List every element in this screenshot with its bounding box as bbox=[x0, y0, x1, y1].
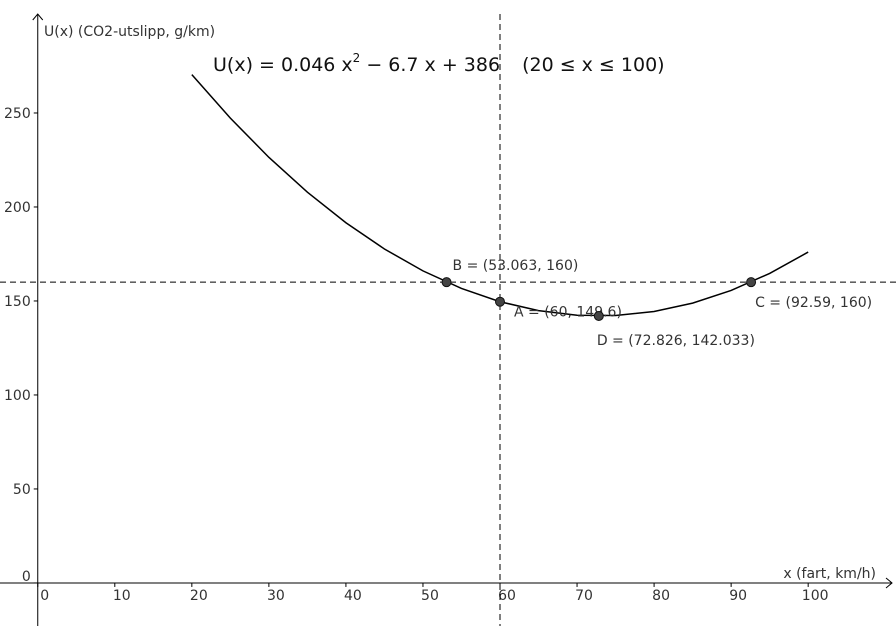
x-axis-arrow bbox=[885, 577, 893, 589]
y-axis-label: U(x) (CO2-utslipp, g/km) bbox=[44, 24, 215, 40]
y-axis-arrow bbox=[32, 13, 44, 21]
x-tick-label: 60 bbox=[498, 588, 516, 604]
x-tick-label: 90 bbox=[729, 588, 747, 604]
y-tick-label: 0 bbox=[22, 569, 31, 585]
x-tick-label: 100 bbox=[802, 588, 829, 604]
point-label: D = (72.826, 142.033) bbox=[597, 333, 755, 349]
y-tick-label: 150 bbox=[4, 294, 31, 310]
point bbox=[441, 277, 452, 288]
formula-domain: (20 ≤ x ≤ 100) bbox=[522, 54, 665, 76]
point bbox=[593, 310, 604, 321]
point-label: C = (92.59, 160) bbox=[755, 295, 872, 311]
x-tick-label: 20 bbox=[190, 588, 208, 604]
formula-exponent: 2 bbox=[353, 51, 361, 65]
point-label: A = (60, 149.6) bbox=[514, 305, 622, 321]
x-tick-label: 50 bbox=[421, 588, 439, 604]
y-tick-label: 200 bbox=[4, 200, 31, 216]
point bbox=[746, 277, 757, 288]
x-tick-label: 10 bbox=[113, 588, 131, 604]
point-label: B = (53.063, 160) bbox=[453, 258, 579, 274]
y-tick-label: 250 bbox=[4, 106, 31, 122]
y-tick-label: 50 bbox=[13, 482, 31, 498]
formula-rest: − 6.7 x + 386 bbox=[360, 54, 500, 76]
formula: U(x) = 0.046 x2 − 6.7 x + 386 (20 ≤ x ≤ 1… bbox=[213, 51, 665, 76]
x-tick-label: 0 bbox=[40, 588, 49, 604]
x-tick-label: 30 bbox=[267, 588, 285, 604]
point bbox=[495, 296, 506, 307]
x-tick-label: 40 bbox=[344, 588, 362, 604]
x-axis-label: x (fart, km/h) bbox=[783, 566, 876, 582]
formula-main: U(x) = 0.046 x bbox=[213, 54, 353, 76]
x-tick-label: 80 bbox=[652, 588, 670, 604]
y-tick-label: 100 bbox=[4, 388, 31, 404]
x-tick-label: 70 bbox=[575, 588, 593, 604]
